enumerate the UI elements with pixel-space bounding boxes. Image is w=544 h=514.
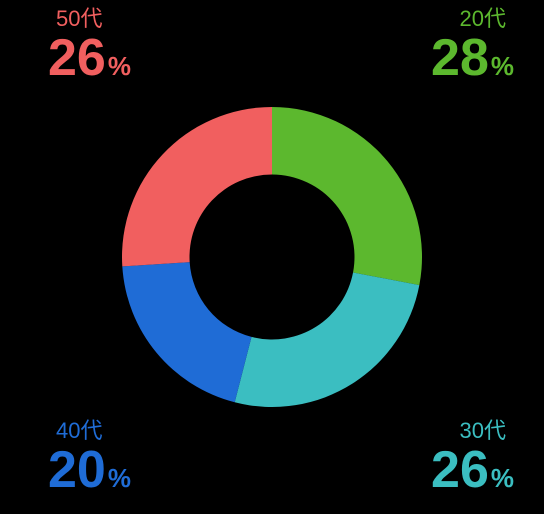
label-50s-value: 26 bbox=[48, 32, 106, 84]
donut-chart bbox=[122, 107, 422, 407]
label-40s-value: 20 bbox=[48, 444, 106, 496]
label-30s-percent: % bbox=[491, 465, 514, 491]
label-40s-percent: % bbox=[108, 465, 131, 491]
label-30s-category: 30代 bbox=[431, 420, 514, 442]
segment-s40 bbox=[122, 262, 251, 402]
label-20s-value: 28 bbox=[431, 32, 489, 84]
label-50s-category: 50代 bbox=[48, 8, 131, 30]
label-30s: 30代 26% bbox=[431, 420, 514, 496]
segment-s30 bbox=[235, 272, 420, 407]
label-50s: 50代 26% bbox=[48, 8, 131, 84]
label-50s-percent: % bbox=[108, 53, 131, 79]
label-20s-percent: % bbox=[491, 53, 514, 79]
segment-s20 bbox=[272, 107, 422, 285]
label-30s-value: 26 bbox=[431, 444, 489, 496]
segment-s50 bbox=[122, 107, 272, 266]
label-40s: 40代 20% bbox=[48, 420, 131, 496]
label-40s-category: 40代 bbox=[48, 420, 131, 442]
label-20s-category: 20代 bbox=[431, 8, 514, 30]
donut-svg bbox=[122, 107, 422, 407]
label-20s: 20代 28% bbox=[431, 8, 514, 84]
